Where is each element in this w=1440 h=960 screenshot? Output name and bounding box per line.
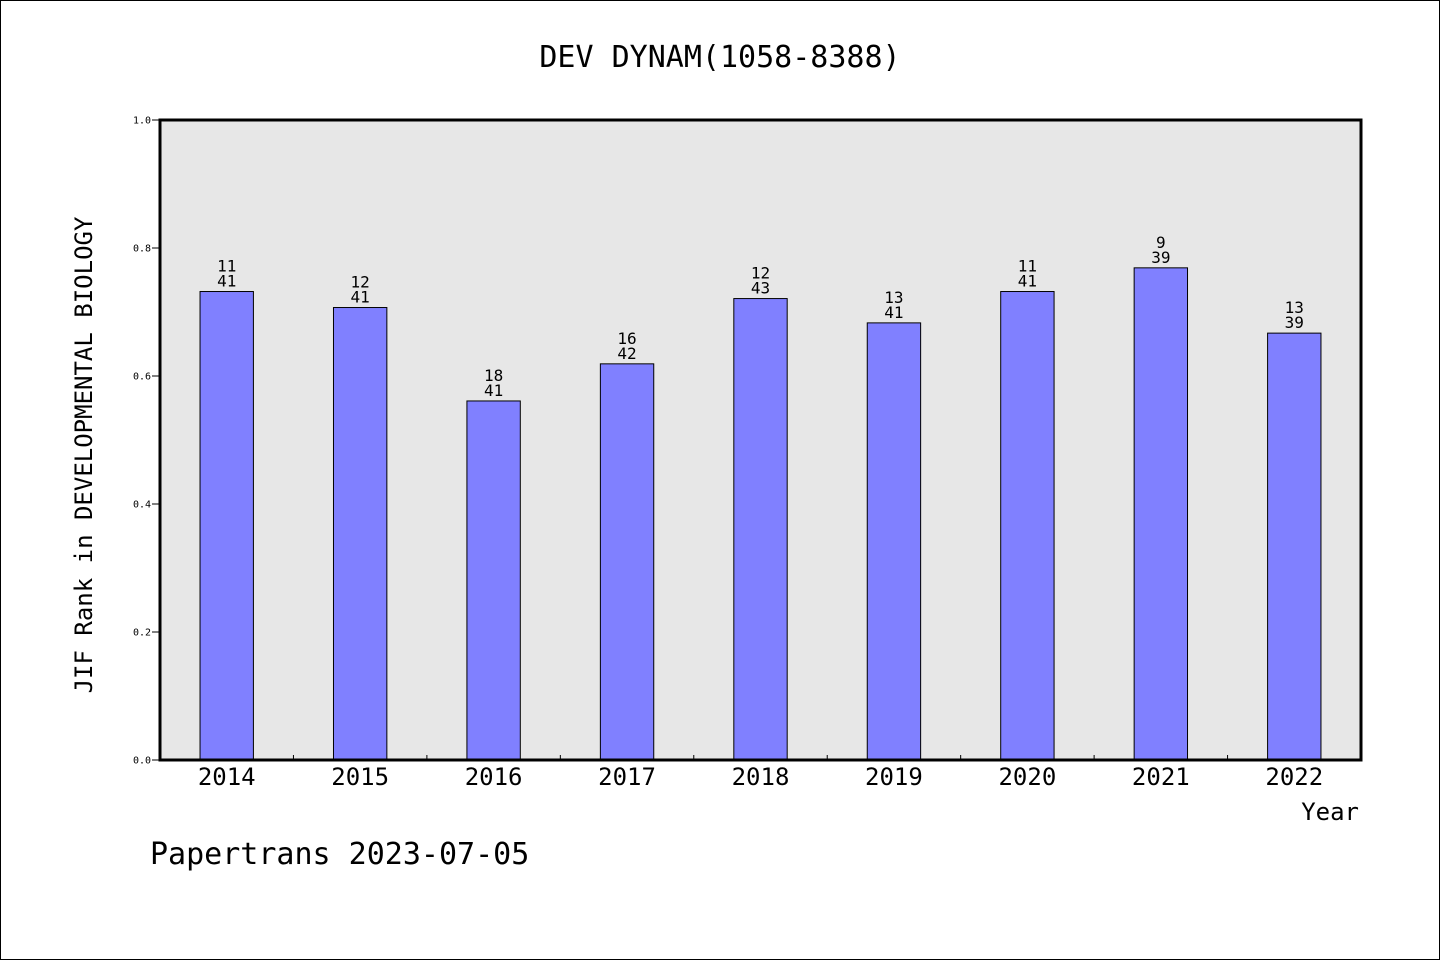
bar-rank-label: 11 [217, 257, 236, 276]
bar-total-label: 41 [351, 288, 370, 307]
bar-2022 [1267, 332, 1322, 761]
bar-total-label: 42 [617, 344, 636, 363]
footer-text: Papertrans 2023-07-05 [150, 837, 529, 872]
x-tick-label: 2018 [732, 763, 790, 791]
x-tick-label: 2022 [1265, 763, 1323, 791]
x-tick-label: 2020 [998, 763, 1056, 791]
x-axis-label: Year [1301, 798, 1359, 826]
y-tick-label: 0.6 [133, 372, 151, 383]
bar-rank-label: 11 [1018, 257, 1037, 276]
bar-rank-label: 18 [484, 366, 503, 385]
bar-rank-label: 13 [884, 288, 903, 307]
bar-2020 [1000, 291, 1055, 761]
x-tick-label: 2021 [1132, 763, 1190, 791]
y-axis-label: JIF Rank in DEVELOPMENTAL BIOLOGY [70, 216, 98, 693]
y-tick-label: 0.0 [133, 756, 151, 767]
y-tick-label: 0.8 [133, 244, 151, 255]
bar-2017 [599, 363, 655, 761]
bar-2021 [1133, 267, 1189, 761]
x-axis: 2014 2015 2016 2017 2018 2019 2020 2021 2022 [198, 755, 1323, 791]
bar-total-label: 41 [217, 272, 236, 291]
x-tick-label: 2015 [331, 763, 389, 791]
bar-rank-label: 12 [751, 264, 770, 283]
y-axis: 0.0 0.2 0.4 0.6 0.8 1.0 [133, 116, 160, 767]
x-tick-label: 2019 [865, 763, 923, 791]
chart-title: DEV DYNAM(1058-8388) [539, 40, 900, 75]
bar-2015 [332, 307, 388, 761]
y-tick-label: 0.2 [133, 628, 151, 639]
x-tick-label: 2014 [198, 763, 256, 791]
bar-total-label: 39 [1285, 313, 1304, 332]
x-tick-label: 2017 [598, 763, 656, 791]
bar-total-label: 43 [751, 279, 770, 298]
bar-2019 [866, 322, 922, 761]
plot-border [158, 118, 1363, 762]
bar-rank-label: 9 [1156, 233, 1166, 252]
bar-total-label: 41 [484, 381, 503, 400]
y-tick-label: 1.0 [133, 116, 151, 127]
bar-total-label: 41 [1018, 272, 1037, 291]
x-tick-label: 2016 [465, 763, 523, 791]
bar-2016 [466, 400, 521, 761]
bar-rank-label: 13 [1285, 298, 1304, 317]
bar-total-label: 39 [1151, 248, 1170, 267]
y-tick-label: 0.4 [133, 500, 151, 511]
bar-2018 [733, 298, 788, 761]
bar-2014 [199, 291, 254, 761]
bar-rank-label: 12 [351, 273, 370, 292]
bar-total-label: 41 [884, 303, 903, 322]
bar-rank-label: 16 [617, 329, 636, 348]
